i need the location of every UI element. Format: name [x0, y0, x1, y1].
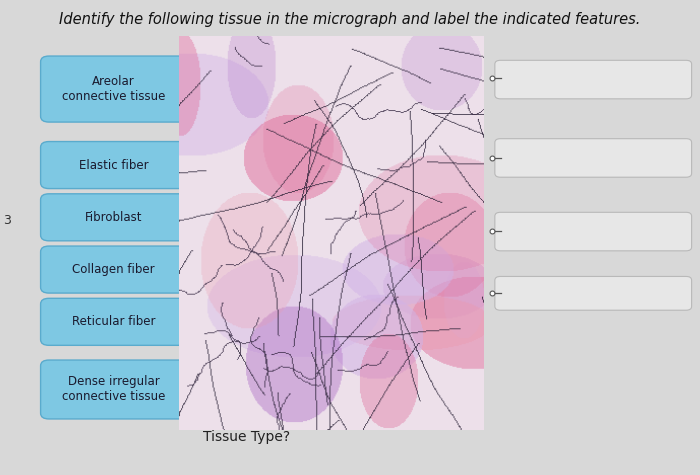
Text: Dense irregular
connective tissue: Dense irregular connective tissue	[62, 376, 165, 403]
FancyBboxPatch shape	[41, 360, 187, 419]
Text: Tissue Type?: Tissue Type?	[203, 430, 290, 444]
Text: 3: 3	[4, 214, 11, 228]
FancyBboxPatch shape	[495, 276, 692, 310]
Text: Elastic fiber: Elastic fiber	[79, 159, 148, 171]
Text: Collagen fiber: Collagen fiber	[72, 263, 155, 276]
FancyBboxPatch shape	[495, 60, 692, 99]
FancyBboxPatch shape	[41, 56, 187, 122]
FancyBboxPatch shape	[41, 142, 187, 189]
FancyBboxPatch shape	[41, 298, 187, 345]
Text: Identify the following tissue in the micrograph and label the indicated features: Identify the following tissue in the mic…	[60, 12, 640, 27]
Text: Fibroblast: Fibroblast	[85, 211, 143, 224]
FancyBboxPatch shape	[495, 139, 692, 177]
FancyBboxPatch shape	[41, 194, 187, 241]
Text: Reticular fiber: Reticular fiber	[72, 315, 155, 328]
Text: Areolar
connective tissue: Areolar connective tissue	[62, 75, 165, 103]
FancyBboxPatch shape	[495, 212, 692, 251]
FancyBboxPatch shape	[41, 246, 187, 293]
